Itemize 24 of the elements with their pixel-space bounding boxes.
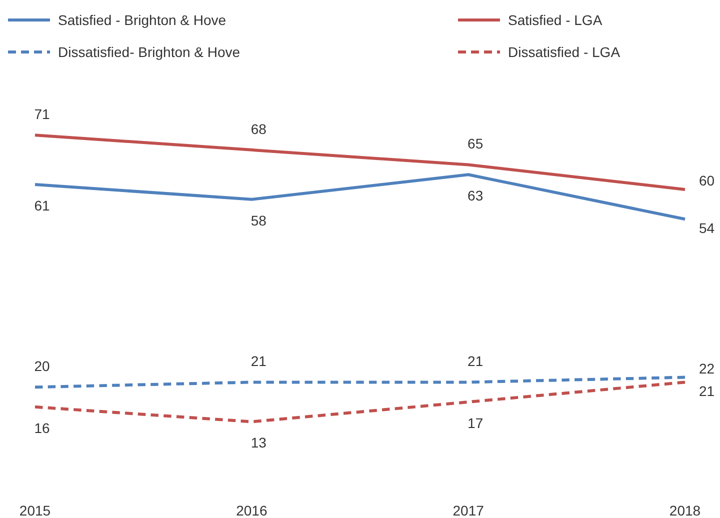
data-label: 61 bbox=[34, 198, 50, 214]
x-tick-label: 2015 bbox=[19, 502, 51, 518]
data-label: 20 bbox=[34, 358, 50, 374]
legend-label: Dissatisfied - LGA bbox=[508, 44, 621, 60]
data-label: 13 bbox=[250, 434, 267, 451]
data-label: 63 bbox=[468, 188, 484, 204]
data-label: 68 bbox=[250, 120, 267, 137]
data-label: 17 bbox=[468, 414, 484, 431]
x-tick-label: 2017 bbox=[452, 502, 484, 518]
data-label: 21 bbox=[699, 383, 715, 400]
data-label: 22 bbox=[699, 360, 715, 376]
data-label: 58 bbox=[250, 212, 267, 228]
data-label: 60 bbox=[699, 172, 715, 188]
legend-label: Satisfied - LGA bbox=[508, 12, 603, 28]
x-tick-label: 2016 bbox=[236, 502, 268, 518]
legend-label: Dissatisfied- Brighton & Hove bbox=[58, 44, 240, 60]
data-label: 16 bbox=[34, 420, 50, 436]
data-label: 54 bbox=[699, 220, 715, 236]
data-label: 65 bbox=[468, 136, 484, 152]
data-label: 21 bbox=[250, 353, 267, 370]
data-label: 71 bbox=[34, 106, 50, 122]
data-label: 21 bbox=[468, 353, 484, 370]
x-tick-label: 2018 bbox=[669, 502, 701, 518]
legend-label: Satisfied - Brighton & Hove bbox=[58, 12, 226, 28]
